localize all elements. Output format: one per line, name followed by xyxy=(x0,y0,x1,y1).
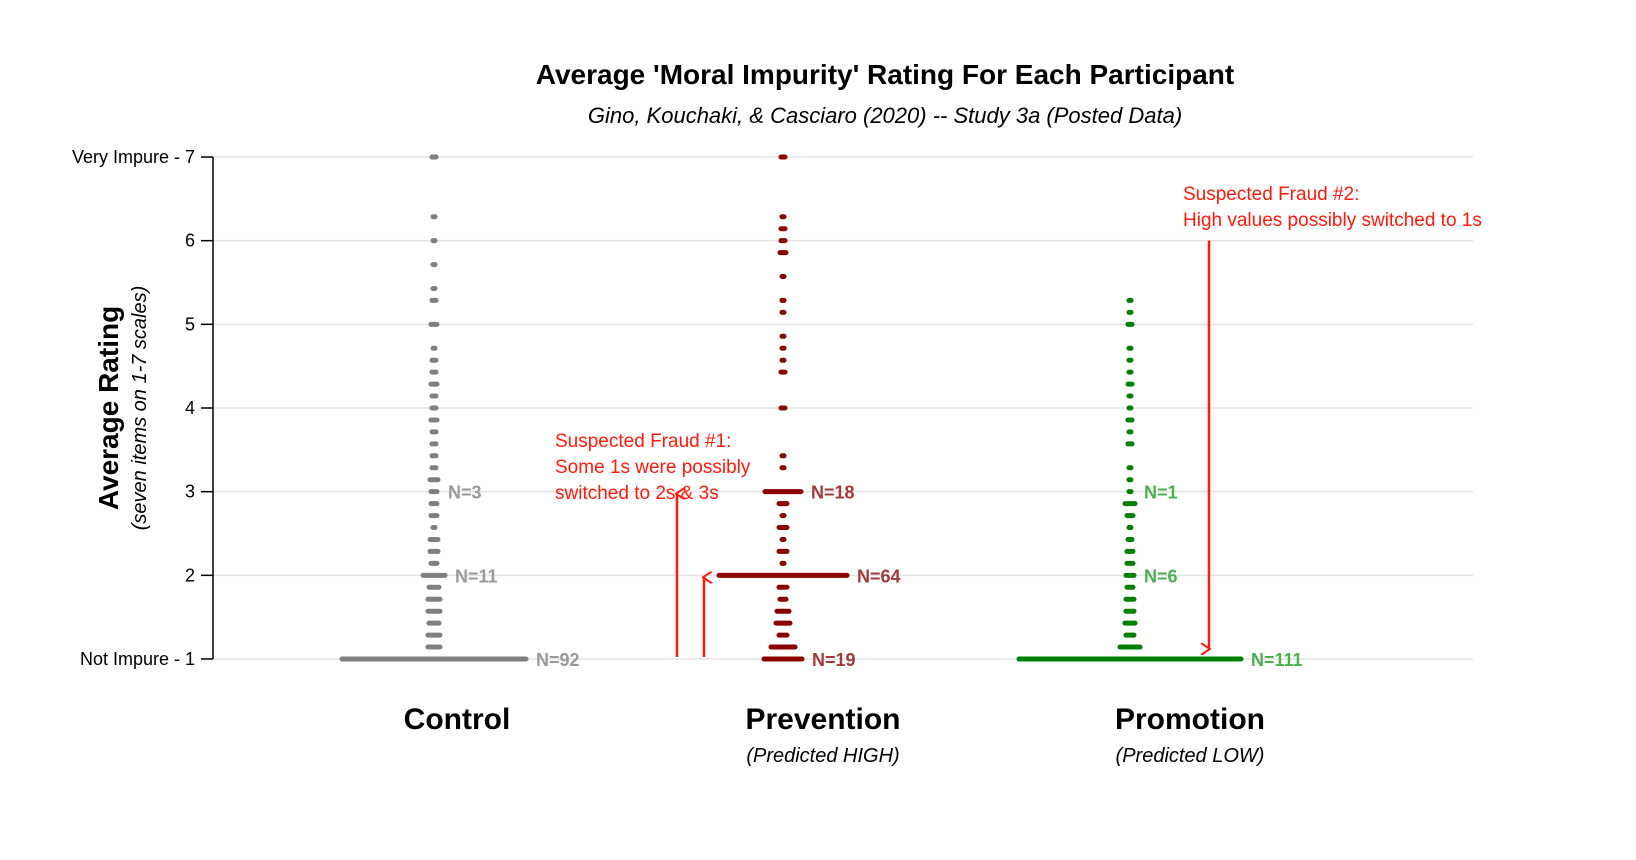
count-label: N=18 xyxy=(811,483,855,503)
y-axis: Very Impure - 7 6 5 4 3 2 Not Impure - 1 xyxy=(72,147,214,669)
chart-subtitle: Gino, Kouchaki, & Casciaro (2020) -- Stu… xyxy=(588,103,1182,128)
y-tick-label: Not Impure - 1 xyxy=(80,649,195,669)
count-label: N=92 xyxy=(536,650,580,670)
series-promotion xyxy=(1016,297,1244,662)
annotation-fraud-2-line-2: High values possibly switched to 1s xyxy=(1183,210,1482,231)
x-axis-labels: Control Prevention (Predicted HIGH) Prom… xyxy=(404,703,1265,767)
y-tick-label: 5 xyxy=(185,314,195,334)
annotation-fraud-1: Suspected Fraud #1: Some 1s were possibl… xyxy=(555,431,751,657)
count-label: N=3 xyxy=(448,483,482,503)
group-label-control: Control xyxy=(404,703,511,736)
gridlines xyxy=(213,156,1473,660)
count-label: N=111 xyxy=(1251,650,1303,670)
group-sublabel-prevention: (Predicted HIGH) xyxy=(746,745,899,767)
count-label: N=64 xyxy=(857,566,901,586)
y-tick-label: 6 xyxy=(185,231,195,251)
group-label-promotion: Promotion xyxy=(1115,703,1265,736)
count-labels: N=92 N=11 N=3 N=19 N=64 N=18 N=111 N=6 N=1 xyxy=(448,483,1303,670)
chart-title: Average 'Moral Impurity' Rating For Each… xyxy=(536,59,1234,90)
y-tick-label: Very Impure - 7 xyxy=(72,147,195,167)
count-label: N=1 xyxy=(1144,483,1178,503)
data-marks xyxy=(339,154,1244,662)
count-label: N=11 xyxy=(455,566,498,586)
series-prevention xyxy=(716,154,850,662)
y-axis-label: Average Rating xyxy=(93,306,124,510)
y-tick-label: 4 xyxy=(185,398,195,418)
annotation-fraud-1-line-2: Some 1s were possibly xyxy=(555,457,751,478)
y-axis-sublabel: (seven items on 1-7 scales) xyxy=(129,286,151,531)
y-axis-title: Average Rating (seven items on 1-7 scale… xyxy=(93,286,151,531)
annotation-fraud-1-line-3: switched to 2s & 3s xyxy=(555,483,719,504)
annotation-fraud-2-line-1: Suspected Fraud #2: xyxy=(1183,184,1359,205)
y-tick-label: 2 xyxy=(185,565,195,585)
count-label: N=6 xyxy=(1144,566,1178,586)
count-label: N=19 xyxy=(812,650,856,670)
series-control xyxy=(339,154,529,662)
group-label-prevention: Prevention xyxy=(745,703,900,736)
y-tick-label: 3 xyxy=(185,482,195,502)
group-sublabel-promotion: (Predicted LOW) xyxy=(1116,745,1265,767)
annotation-fraud-1-line-1: Suspected Fraud #1: xyxy=(555,431,731,452)
annotation-fraud-2: Suspected Fraud #2: High values possibly… xyxy=(1183,184,1482,649)
